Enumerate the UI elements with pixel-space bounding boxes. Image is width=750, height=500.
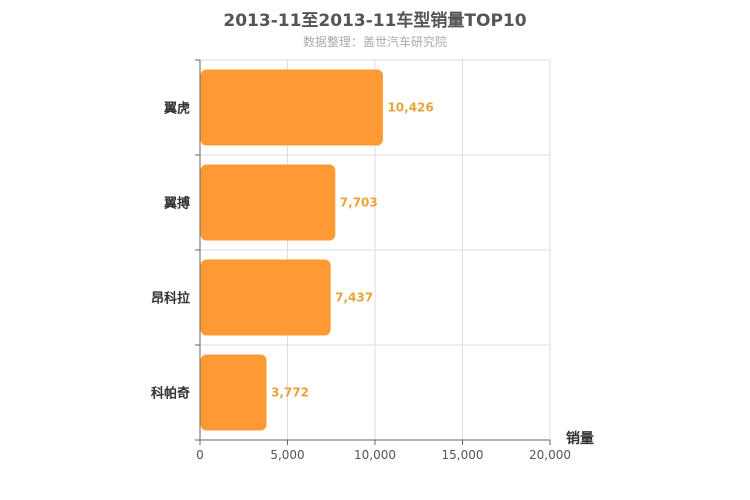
data-label: 3,772 — [271, 386, 309, 400]
y-tick-label: 科帕奇 — [151, 386, 190, 402]
data-label: 7,437 — [335, 291, 373, 305]
x-tick-label: 10,000 — [354, 448, 396, 462]
x-tick-label: 20,000 — [529, 448, 571, 462]
chart-subtitle: 数据整理：盖世汽车研究院 — [302, 35, 447, 49]
bar — [200, 259, 331, 336]
x-tick-label: 5,000 — [270, 448, 304, 462]
x-tick-label: 15,000 — [442, 448, 484, 462]
x-axis-title: 销量 — [566, 430, 594, 447]
x-tick-label: 0 — [196, 448, 204, 462]
y-tick-label: 翼搏 — [163, 196, 190, 212]
bar — [200, 69, 383, 146]
y-tick-label: 昂科拉 — [151, 291, 190, 307]
bar — [200, 164, 336, 241]
data-label: 7,703 — [340, 196, 378, 210]
bar — [200, 354, 267, 431]
chart-title: 2013-11至2013-11车型销量TOP10 — [223, 11, 527, 31]
y-tick-label: 翼虎 — [163, 101, 190, 117]
data-label: 10,426 — [387, 101, 433, 115]
